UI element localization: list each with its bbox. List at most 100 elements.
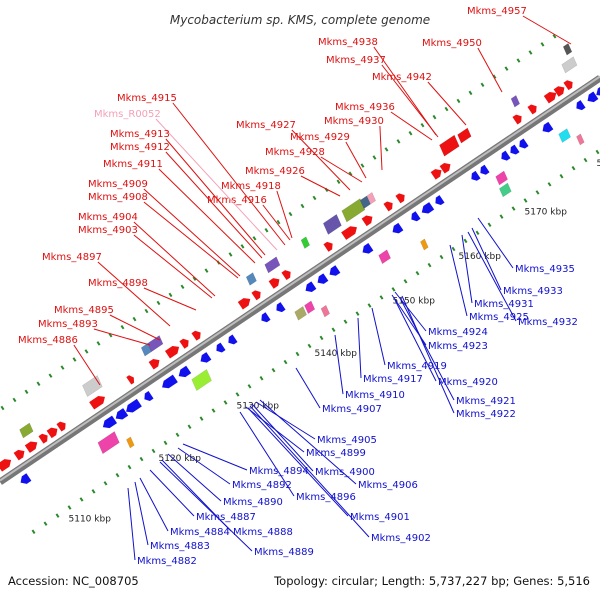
gene-label: Mkms_4902 [371,533,431,544]
gene-arrow [126,375,135,385]
gene-box [322,214,342,235]
gene-label: Mkms_4903 [78,225,138,236]
guide-dot [540,42,545,47]
guide-dot [72,357,77,362]
gene-box [366,191,377,205]
gene-arrow [162,374,178,389]
map-title: Mycobacterium sp. KMS, complete genome [170,13,430,27]
guide-dot [67,505,72,510]
guide-dot [115,472,120,478]
gene-arrow [228,334,238,345]
gene-arrow [200,352,212,363]
gene-arrow [329,265,341,276]
gene-arrow [261,312,271,323]
guide-dot [223,400,228,405]
guide-dot [595,149,600,155]
gene-label: Mkms_4921 [456,396,516,407]
guide-dot [391,287,396,292]
gene-box [320,304,330,318]
guide-dot [379,295,384,300]
gene-label: Mkms_4911 [103,159,163,170]
kbp-ticks: 5110 kbp 5120 kbp 5130 kbp 5140 kbp 5150 kbp… [69,159,600,525]
label-leader-line [345,141,367,179]
gene-label: Mkms_4898 [88,278,148,289]
guide-dot [516,58,521,63]
gene-label: Mkms_4957 [467,6,527,17]
guide-dot [523,198,528,203]
guide-dot [276,219,281,225]
gene-label: Mkms_4950 [422,38,482,49]
guide-dot [156,300,161,306]
guide-dot [451,246,456,252]
gene-label: Mkms_R0052 [94,109,161,120]
guide-dot [300,203,305,209]
guide-dot [0,405,5,411]
label-leader-line [165,138,266,256]
gene-arrow [480,164,490,175]
gene-arrow [471,170,481,181]
label-leader-line [133,234,213,299]
gene-label: Mkms_4942 [372,72,432,83]
gene-label: Mkms_4894 [249,466,309,477]
kbp-tick-label: 5150 kbp [393,296,436,306]
guide-dot [432,114,437,120]
genome-info-text: Topology: circular; Length: 5,737,227 bp… [274,574,590,588]
gene-label: Mkms_4929 [290,132,350,143]
kbp-tick-label: 5110 kbp [69,515,112,525]
guide-dot [403,279,408,284]
label-leader-line [143,287,197,311]
label-leader-line [73,344,101,386]
gene-box [420,238,429,251]
gene-arrow [411,211,421,222]
label-leader-line [139,477,169,532]
guide-dot [552,34,557,39]
guide-dot [420,122,425,128]
label-leader-line [134,481,149,546]
guide-dot [12,397,17,403]
gene-arrow [89,395,105,410]
label-leader-line [143,201,239,279]
gene-arrow [0,459,12,472]
gene-box [97,431,120,455]
guide-dot [108,333,113,338]
gene-arrow [20,473,32,484]
label-leader-line [262,204,291,241]
gene-label: Mkms_4895 [54,305,114,316]
guide-dot [288,211,293,217]
guide-dot [480,82,485,88]
label-leader-line [259,399,357,485]
gene-box [191,369,212,391]
gene-arrow [46,427,58,439]
label-leader-line [449,244,468,317]
gene-label: Mkms_4918 [221,181,281,192]
gene-label: Mkms_4935 [515,264,575,275]
guide-dot [511,206,516,211]
guide-dot [259,376,264,381]
gene-arrow [305,281,317,292]
guide-dot [355,311,360,316]
label-leader-line [300,175,341,197]
gene-label: Mkms_4910 [345,390,405,401]
guide-dot [199,416,204,421]
label-leader-line [247,407,349,517]
gene-label: Mkms_4887 [196,512,256,523]
gene-label: Mkms_4900 [315,467,375,478]
guide-dot [96,341,101,346]
guide-dot [139,456,144,462]
guide-dot [408,131,413,136]
backbone-line [0,75,600,485]
gene-arrow [553,86,565,97]
guide-dot [475,230,480,236]
label-leader-line [167,453,222,502]
gene-label: Mkms_4907 [322,404,382,415]
guide-dot [132,316,137,322]
guide-dot [583,157,588,163]
gene-arrow [392,222,404,234]
gene-arrow [56,421,66,432]
gene-label: Mkms_4886 [18,335,78,346]
label-leader-line [159,461,253,552]
gene-arrow [115,408,129,420]
gene-arrow [164,345,180,359]
gene-label: Mkms_4884 [170,527,230,538]
genome-backbone [0,75,600,485]
